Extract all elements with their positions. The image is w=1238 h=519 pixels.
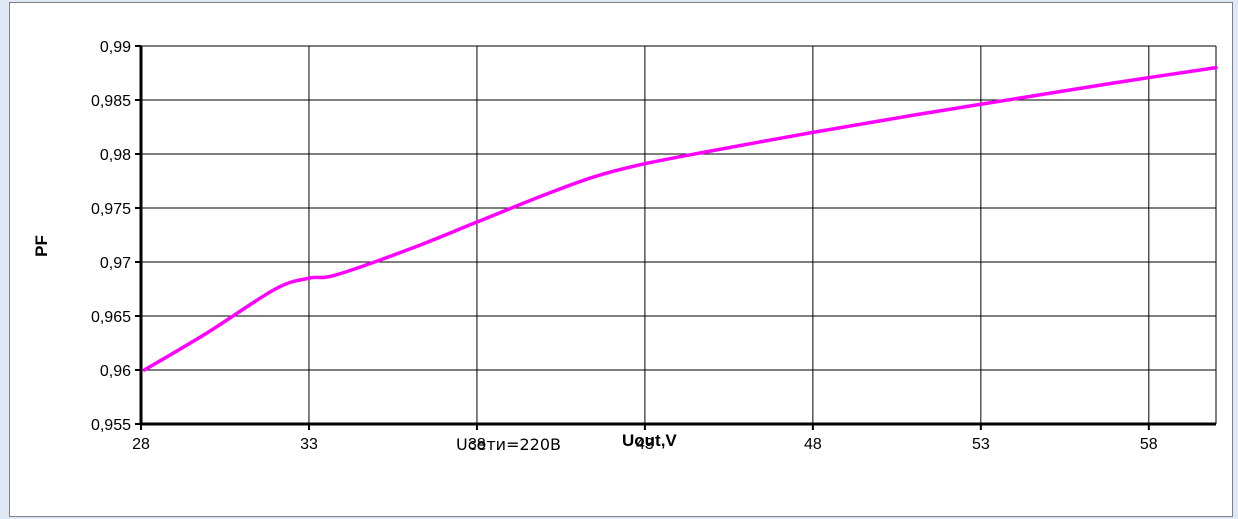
y-tick-label: 0,975 (91, 201, 131, 218)
grid (140, 45, 1217, 425)
y-axis-title: PF (32, 235, 51, 257)
mains-voltage-note: Uсети=220В (456, 435, 561, 454)
axes (135, 45, 1216, 430)
x-tick-label: 48 (804, 436, 822, 453)
y-tick-label: 0,97 (100, 255, 131, 272)
y-tick-label: 0,955 (91, 417, 131, 434)
y-tick-label: 0,96 (100, 363, 131, 380)
y-tick-label: 0,99 (100, 39, 131, 56)
x-tick-label: 33 (300, 436, 318, 453)
x-tick-label: 28 (132, 436, 150, 453)
line-chart: 0,955 0,96 0,965 0,97 0,975 0,98 0,985 0,99 28 33… (32, 39, 1218, 454)
tick-labels: 0,955 0,96 0,965 0,97 0,975 0,98 0,985 0,99 28 33… (91, 39, 1158, 453)
y-tick-label: 0,98 (100, 147, 131, 164)
x-tick-label: 53 (972, 436, 990, 453)
x-tick-label: 38 (468, 436, 486, 453)
y-tick-label: 0,985 (91, 93, 131, 110)
x-tick-label: 58 (1140, 436, 1158, 453)
pf-series-line (142, 65, 1218, 372)
y-tick-label: 0,965 (91, 309, 131, 326)
series-layer (142, 65, 1218, 372)
x-tick-label: 43 (636, 436, 654, 453)
x-axis-title: Uout,V (622, 431, 677, 450)
chart-frame: 0,955 0,96 0,965 0,97 0,975 0,98 0,985 0,99 28 33… (9, 2, 1233, 517)
